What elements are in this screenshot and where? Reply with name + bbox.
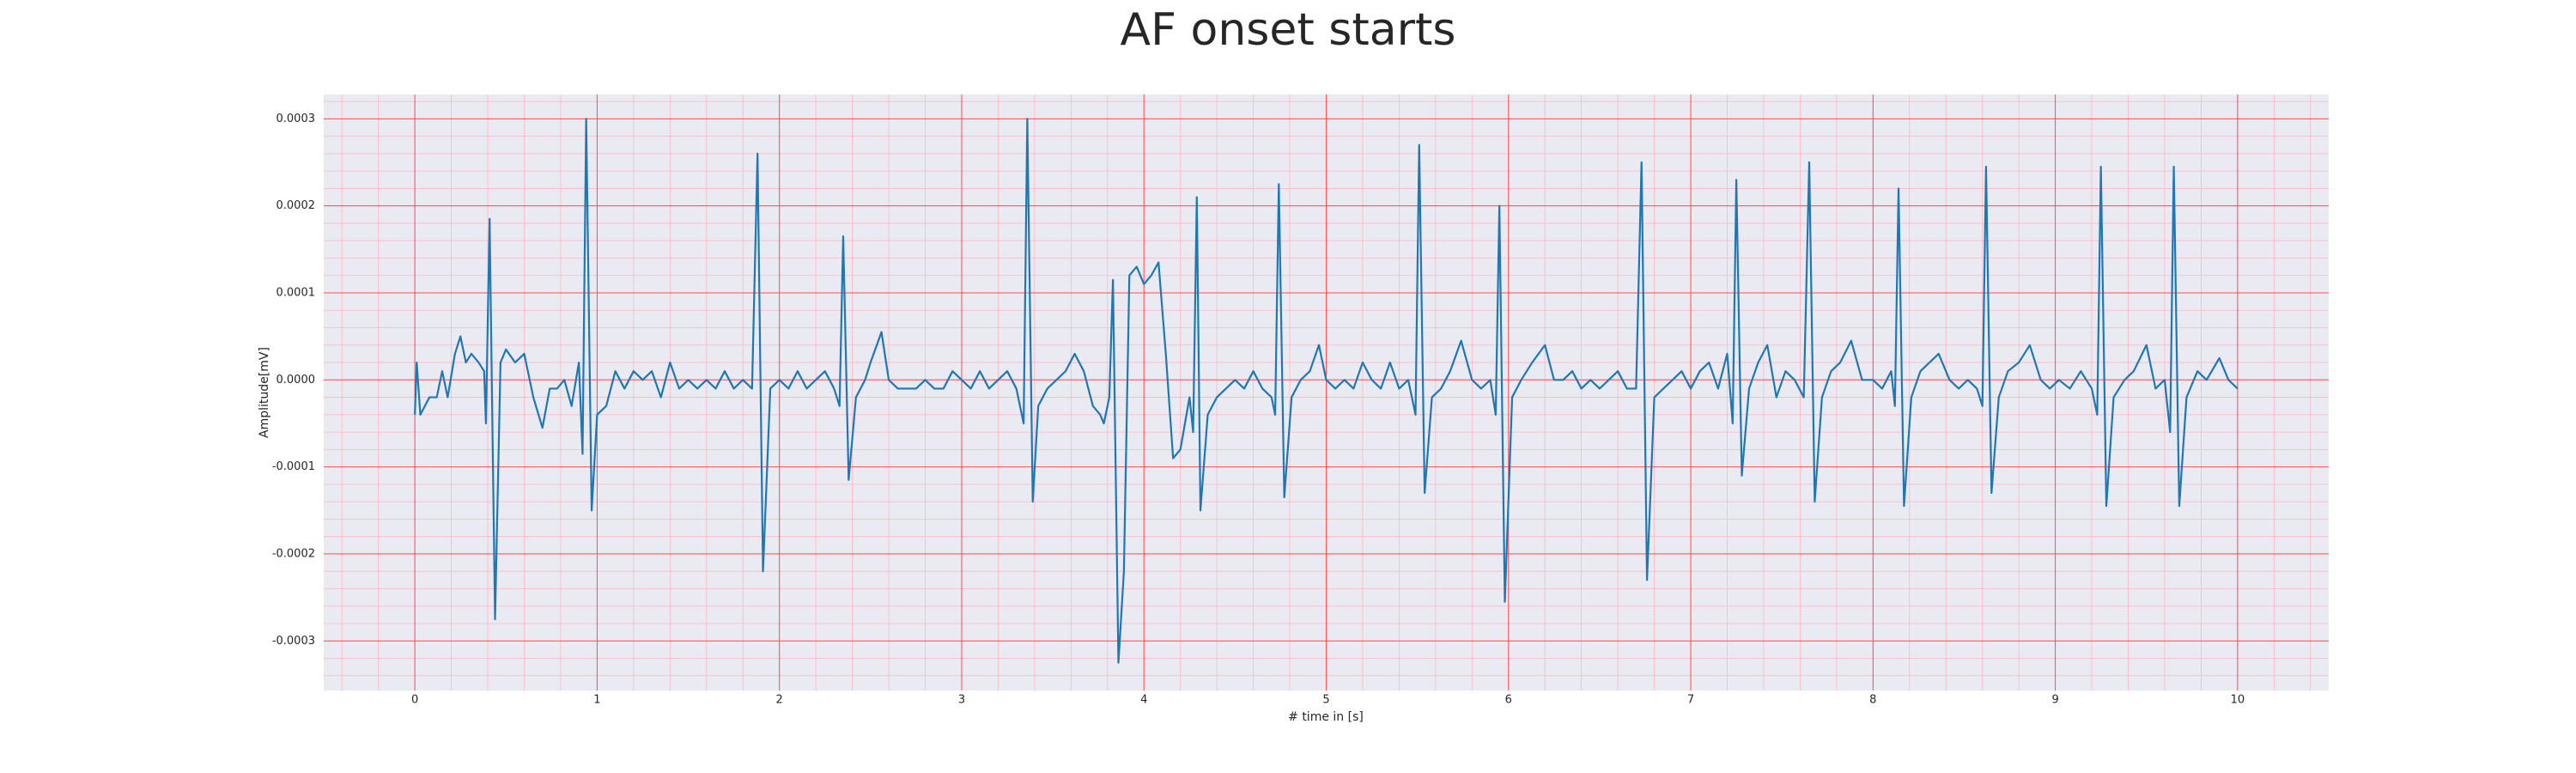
x-tick-label: 6: [1505, 694, 1512, 707]
x-tick-label: 3: [958, 694, 965, 707]
x-tick-label: 2: [776, 694, 783, 707]
y-axis-label: Amplitude[mV]: [258, 347, 271, 438]
y-tick-label: 0.0000: [276, 374, 316, 386]
y-tick-label: 0.0001: [276, 286, 316, 299]
x-tick-label: 10: [2231, 694, 2245, 707]
chart-title: AF onset starts: [1121, 4, 1456, 56]
y-tick-label: -0.0003: [272, 635, 315, 648]
y-tick-label: 0.0003: [276, 113, 316, 125]
x-tick-label: 7: [1687, 694, 1694, 707]
x-tick-label: 5: [1322, 694, 1329, 707]
x-tick-label: 9: [2051, 694, 2058, 707]
x-tick-label: 4: [1140, 694, 1147, 707]
y-tick-label: 0.0002: [276, 199, 316, 212]
x-tick-label: 8: [1869, 694, 1876, 707]
y-tick-label: -0.0002: [272, 547, 315, 560]
x-tick-label: 1: [593, 694, 600, 707]
signal-line: [414, 118, 2239, 664]
x-axis-label: # time in [s]: [1288, 710, 1364, 724]
y-tick-label: -0.0001: [272, 460, 315, 473]
x-tick-label: 0: [411, 694, 418, 707]
